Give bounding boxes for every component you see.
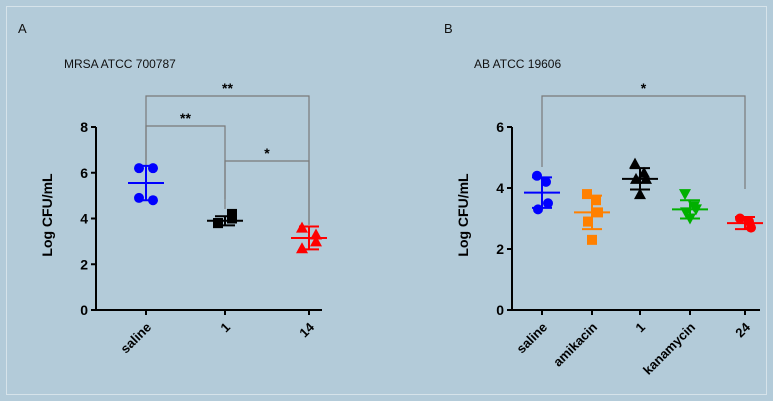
x-tick-label: 1 [217, 320, 233, 336]
data-point [134, 163, 144, 174]
x-tick-label: 1 [632, 320, 648, 336]
data-point [310, 235, 322, 247]
y-tick-label: 4 [80, 211, 88, 227]
data-point [134, 192, 144, 203]
significance-label: * [264, 145, 270, 161]
x-tick-label: 24 [732, 319, 753, 340]
y-tick-label: 6 [496, 119, 504, 135]
data-point [640, 172, 652, 184]
y-tick-label: 4 [496, 180, 504, 196]
data-point [296, 221, 308, 233]
data-point [541, 176, 551, 187]
significance-bracket [224, 160, 310, 224]
y-axis-label: Log CFU/mL [39, 173, 55, 257]
data-point [679, 189, 691, 201]
x-tick-label: kanamycin [640, 319, 698, 377]
data-point [735, 213, 745, 224]
data-point [690, 204, 702, 216]
data-point [533, 204, 543, 215]
data-point [593, 207, 603, 218]
data-point [148, 195, 158, 206]
x-tick-label: saline [117, 320, 154, 357]
x-tick-label: amikacin [550, 319, 600, 369]
data-point [148, 163, 158, 174]
figure-frame [6, 6, 767, 395]
y-axis-label: Log CFU/mL [455, 173, 471, 257]
data-point [213, 218, 223, 229]
x-tick-label: saline [513, 320, 550, 357]
data-point [634, 188, 646, 200]
data-point [583, 216, 593, 227]
y-tick-label: 0 [80, 302, 88, 318]
data-point [591, 195, 601, 206]
data-point [680, 207, 692, 219]
significance-label: ** [180, 110, 191, 126]
y-tick-label: 6 [80, 165, 88, 181]
panel-title: MRSA ATCC 700787 [64, 57, 176, 71]
y-tick-label: 8 [80, 119, 88, 135]
y-tick-label: 2 [80, 256, 88, 272]
data-point [532, 170, 542, 181]
significance-label: * [641, 80, 647, 96]
data-point [543, 198, 553, 209]
y-tick-label: 2 [496, 241, 504, 257]
data-point [227, 208, 237, 219]
significance-bracket [541, 95, 746, 189]
panel-title: AB ATCC 19606 [474, 57, 561, 71]
panel-letter: A [18, 21, 27, 36]
data-point [582, 189, 592, 200]
data-point [296, 242, 308, 254]
data-point [684, 213, 696, 225]
data-point [629, 157, 641, 169]
y-tick-label: 0 [496, 302, 504, 318]
data-point [746, 222, 756, 233]
data-point [587, 234, 597, 245]
significance-label: ** [222, 80, 233, 96]
data-point [630, 172, 642, 184]
data-point [310, 228, 322, 240]
panel-letter: B [444, 21, 453, 36]
x-tick-label: 14 [296, 319, 317, 340]
